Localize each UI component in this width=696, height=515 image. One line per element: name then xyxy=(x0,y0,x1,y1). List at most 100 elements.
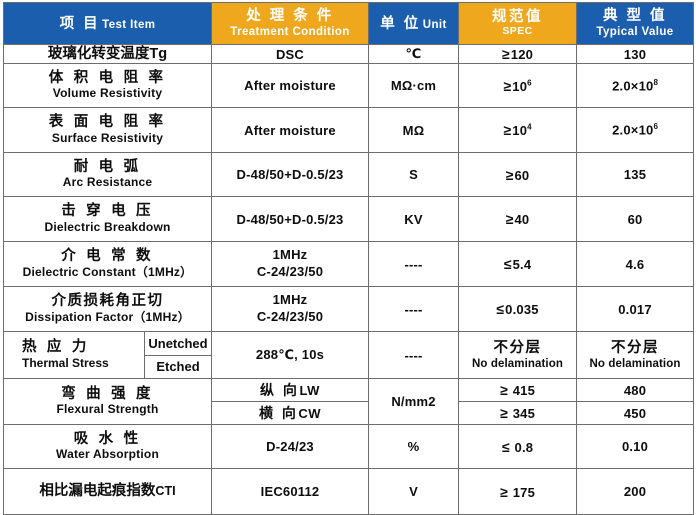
row-spec: ≤5.4 xyxy=(458,241,577,287)
row-spec: ≥ 345 xyxy=(458,401,577,425)
row-item-cn: 介 电 常 数 xyxy=(61,248,154,265)
table-row: 玻璃化转变温度Tg DSC ℃ ≥120 130 xyxy=(3,44,694,64)
row-spec: ≥104 xyxy=(458,107,577,153)
row-condition-line2: C-24/23/50 xyxy=(256,309,324,324)
row-direction-cw-code: CW xyxy=(298,406,322,421)
row-item-label: 介 电 常 数 Dielectric Constant（1MHz） xyxy=(3,241,212,287)
row-condition: After moisture xyxy=(211,107,369,153)
row-spec: ≤ 0.8 xyxy=(458,424,577,469)
header-unit-en: Unit xyxy=(422,18,447,31)
row-direction-cw: 横 向CW xyxy=(211,401,369,425)
row-typical: 60 xyxy=(576,196,694,242)
table-row: 相比漏电起痕指数CTI IEC60112 V ≥ 175 200 xyxy=(3,468,694,515)
row-item-suffix: CTI xyxy=(155,484,176,499)
row-unit: ---- xyxy=(368,286,459,332)
row-item-label: 体 积 电 阻 率 Volume Resistivity xyxy=(3,63,212,108)
row-typical-en: No delamination xyxy=(589,358,681,371)
row-spec-value: 415 xyxy=(512,383,535,398)
header-treatment-condition-en: Treatment Condition xyxy=(230,25,350,38)
row-item-en: Arc Resistance xyxy=(62,175,153,190)
thermal-stress-inner-table: 热 应 力 Thermal Stress Unetched Etched xyxy=(4,332,211,378)
row-item-label: 热 应 力 Thermal Stress xyxy=(4,332,145,378)
header-treatment-condition: 处 理 条 件 Treatment Condition xyxy=(211,2,369,45)
row-spec-value: 0.035 xyxy=(505,302,539,317)
row-typical: 4.6 xyxy=(576,241,694,287)
row-item-label: 吸 水 性 Water Absorption xyxy=(3,424,212,469)
header-spec-en: SPEC xyxy=(502,25,533,38)
header-typical-value-cn: 典 型 值 xyxy=(602,8,668,25)
row-typical: 130 xyxy=(576,44,694,64)
row-typical: 2.0×106 xyxy=(576,107,694,153)
row-item-en: Thermal Stress xyxy=(22,355,109,370)
row-item-en: Surface Resistivity xyxy=(51,130,164,145)
header-typical-value-en: Typical Value xyxy=(596,25,674,38)
row-spec: ≤0.035 xyxy=(458,286,577,332)
row-spec-value: 10 xyxy=(512,78,528,94)
row-item-label: 弯 曲 强 度 Flexural Strength xyxy=(3,378,212,425)
header-unit: 单 位 Unit xyxy=(368,2,459,45)
table-header-row: 项 目 Test Item 处 理 条 件 Treatment Condition… xyxy=(3,2,694,45)
row-typical-exponent: 8 xyxy=(653,77,658,87)
table-row: 击 穿 电 压 Dielectric Breakdown D-48/50+D-0… xyxy=(3,196,694,242)
row-typical: 不分层 No delamination xyxy=(576,331,694,379)
row-typical: 135 xyxy=(576,152,694,197)
row-direction-cw-cn: 横 向 xyxy=(258,405,299,421)
row-spec: ≥40 xyxy=(458,196,577,242)
row-spec-en: No delamination xyxy=(472,358,563,371)
row-spec-prefix: ≤ xyxy=(503,256,512,272)
row-condition: 1MHz C-24/23/50 xyxy=(211,241,369,287)
row-unit: ℃ xyxy=(368,44,459,64)
header-typical-value: 典 型 值 Typical Value xyxy=(576,2,694,45)
row-spec-prefix: ≥ xyxy=(501,46,510,62)
thermal-stress-option-unetched: Unetched xyxy=(144,332,211,356)
header-test-item: 项 目 Test Item xyxy=(3,2,212,45)
material-specification-table: 项 目 Test Item 处 理 条 件 Treatment Condition… xyxy=(3,2,694,515)
table-row: 弯 曲 强 度 Flexural Strength 纵 向LW N/mm2 ≥ … xyxy=(3,378,694,425)
row-condition: 1MHz C-24/23/50 xyxy=(211,286,369,332)
row-spec-value: 5.4 xyxy=(512,257,532,272)
row-spec-value: 60 xyxy=(514,167,530,183)
header-spec-cn: 规范值 xyxy=(492,9,543,25)
row-spec-prefix: ≥ xyxy=(500,405,508,421)
row-condition-line1: 1MHz xyxy=(272,292,308,308)
thermal-stress-option-etched: Etched xyxy=(144,355,211,378)
row-condition: D-48/50+D-0.5/23 xyxy=(211,196,369,242)
row-item-en: Water Absorption xyxy=(56,447,159,462)
row-item-cn: 体 积 电 阻 率 xyxy=(48,69,167,86)
table-row: 表 面 电 阻 率 Surface Resistivity After mois… xyxy=(3,107,694,153)
header-unit-cn: 单 位 xyxy=(380,15,421,32)
row-unit: ---- xyxy=(368,241,459,287)
row-item-en: Dielectric Breakdown xyxy=(44,219,171,234)
row-spec: 不分层 No delamination xyxy=(458,331,577,379)
row-item-label: 耐 电 弧 Arc Resistance xyxy=(3,152,212,197)
row-condition: D-48/50+D-0.5/23 xyxy=(211,152,369,197)
row-condition: DSC xyxy=(211,44,369,64)
row-spec: ≥120 xyxy=(458,44,577,64)
row-spec: ≥ 415 xyxy=(458,378,577,402)
row-typical-cn: 不分层 xyxy=(611,339,659,356)
row-condition-line1: 1MHz xyxy=(272,247,308,263)
row-condition: D-24/23 xyxy=(211,424,369,469)
row-spec-cn: 不分层 xyxy=(493,339,542,356)
row-typical: 200 xyxy=(576,468,694,515)
row-item-label: 击 穿 电 压 Dielectric Breakdown xyxy=(3,196,212,242)
row-item-label: 介质损耗角正切 Dissipation Factor（1MHz） xyxy=(3,286,212,332)
row-item-cn: 击 穿 电 压 xyxy=(61,203,154,220)
row-spec-prefix: ≥ xyxy=(500,382,508,398)
row-item-en: Volume Resistivity xyxy=(52,86,163,101)
row-item-label: 相比漏电起痕指数CTI xyxy=(3,468,212,515)
row-unit: % xyxy=(368,424,459,469)
row-typical: 2.0×108 xyxy=(576,63,694,108)
row-condition-line2: C-24/23/50 xyxy=(256,264,324,279)
row-spec-value: 10 xyxy=(512,123,528,138)
table-row: 横 向CW ≥ 345 450 xyxy=(4,401,694,425)
row-direction-lw-cn: 纵 向 xyxy=(260,382,300,398)
row-spec-prefix: ≤ xyxy=(496,301,505,317)
table-row: 体 积 电 阻 率 Volume Resistivity After moist… xyxy=(3,63,694,108)
row-typical-exponent: 6 xyxy=(653,122,658,132)
row-typical: 0.017 xyxy=(576,286,694,332)
table-row: 热 应 力 Thermal Stress Unetched Etched 288… xyxy=(3,331,694,379)
row-spec-value: 345 xyxy=(512,406,535,421)
row-item-cn: 相比漏电起痕指数 xyxy=(39,483,156,500)
row-item-label: 表 面 电 阻 率 Surface Resistivity xyxy=(3,107,212,153)
